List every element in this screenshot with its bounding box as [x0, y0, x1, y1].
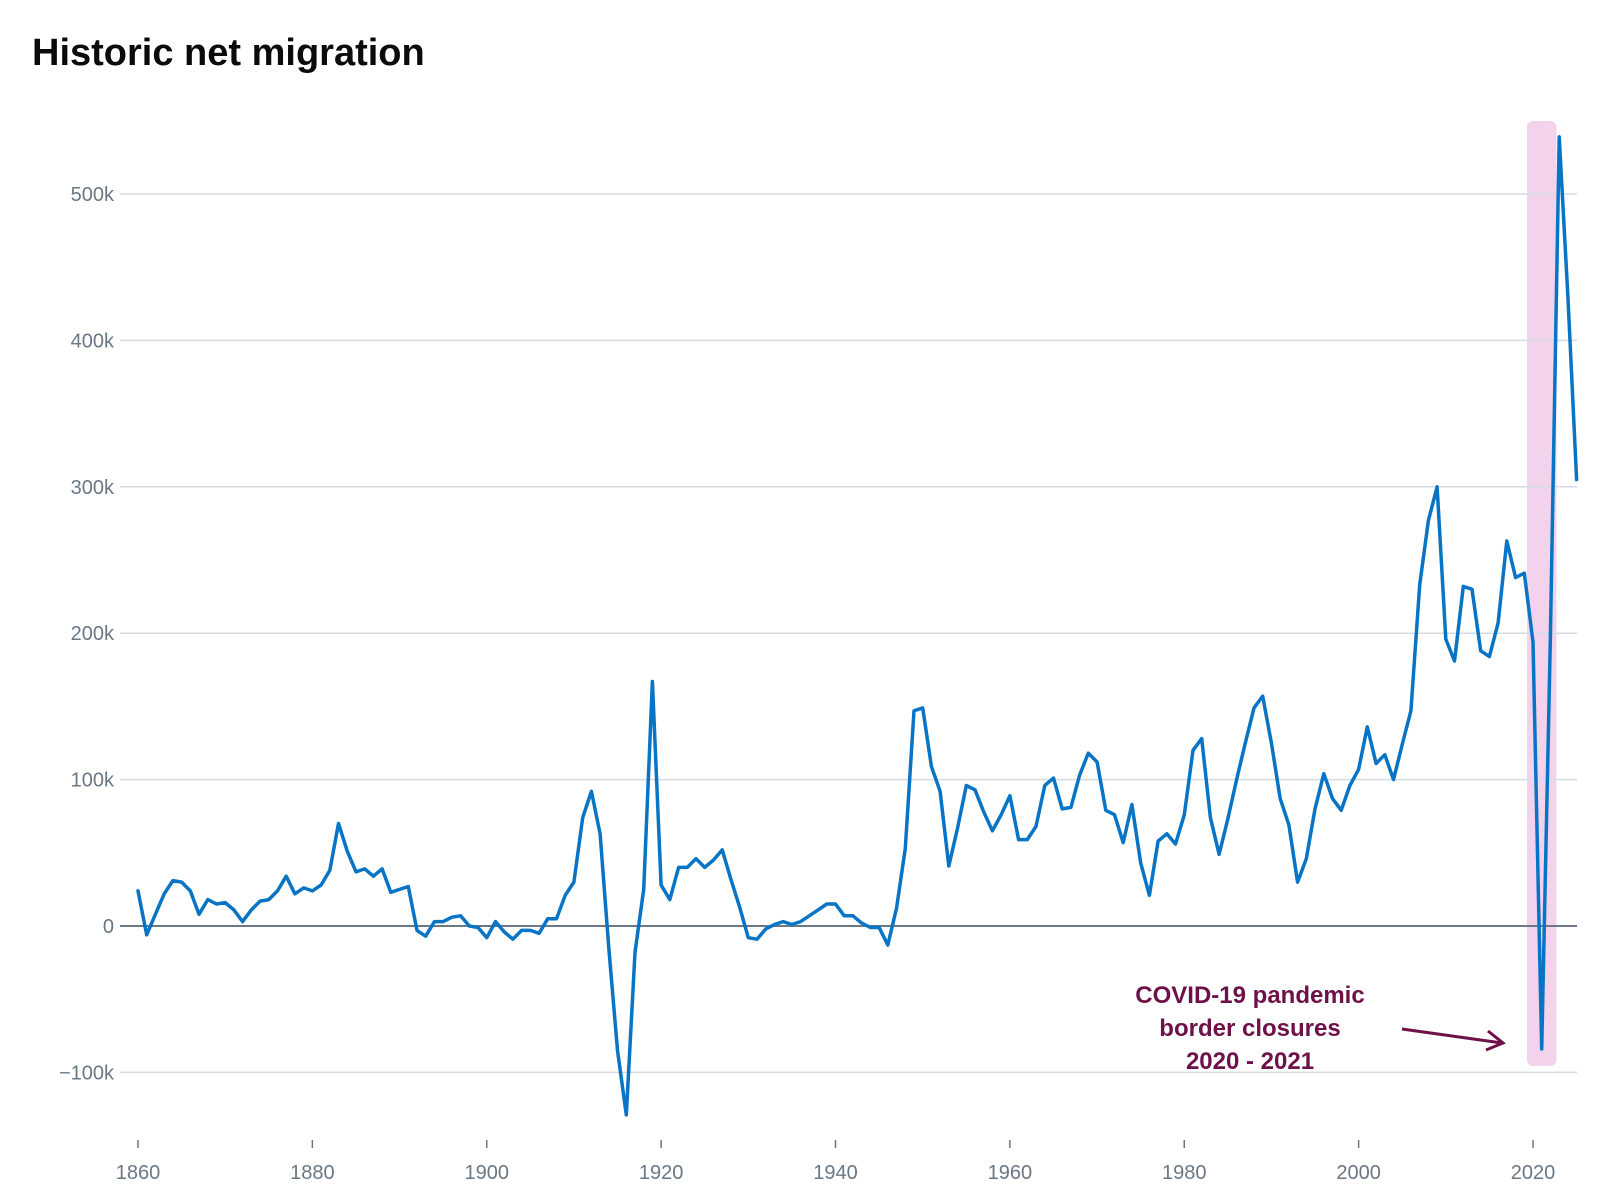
y-tick-label: 400k: [71, 330, 115, 352]
x-tick-label: 1860: [116, 1162, 161, 1184]
y-tick-label: 200k: [71, 623, 115, 645]
annotation-line-1: COVID-19 pandemic: [1135, 982, 1364, 1009]
x-tick-label: 1920: [639, 1162, 684, 1184]
y-tick-label: 0: [103, 916, 114, 938]
y-tick-label: 100k: [71, 770, 115, 792]
annotation-line-3: 2020 - 2021: [1186, 1048, 1314, 1075]
x-tick-label: 1880: [290, 1162, 335, 1184]
x-tick-label: 1980: [1162, 1162, 1207, 1184]
x-tick-label: 1960: [988, 1162, 1033, 1184]
x-tick-label: 2000: [1336, 1162, 1381, 1184]
x-tick-label: 1940: [813, 1162, 858, 1184]
annotation-line-2: border closures: [1159, 1015, 1340, 1042]
gridlines: [120, 193, 1577, 1074]
chart-title: Historic net migration: [32, 32, 425, 74]
x-axis-ticks: 1860 1880 1900 1920 1940 1960 1980 2000 2020: [116, 1140, 1556, 1184]
x-tick-label: 2020: [1511, 1162, 1556, 1184]
x-tick-label: 1900: [465, 1162, 510, 1184]
y-tick-label: −100k: [59, 1062, 115, 1084]
y-axis-tick-labels: −100k 0 100k 200k 300k 400k 500k: [59, 184, 115, 1084]
y-tick-label: 500k: [71, 184, 115, 206]
covid-highlight-band: [1527, 121, 1557, 1066]
series-line: [136, 135, 1579, 1117]
y-tick-label: 300k: [71, 477, 115, 499]
annotation-arrow-shaft: [1401, 1027, 1503, 1045]
covid-annotation: COVID-19 pandemic border closures 2020 -…: [1135, 982, 1506, 1075]
annotation-arrow-head: [1485, 1029, 1506, 1052]
